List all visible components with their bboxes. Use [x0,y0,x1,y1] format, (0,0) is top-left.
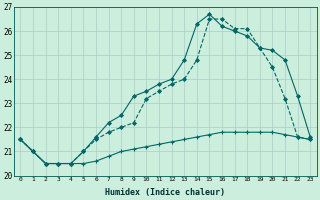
X-axis label: Humidex (Indice chaleur): Humidex (Indice chaleur) [105,188,225,197]
